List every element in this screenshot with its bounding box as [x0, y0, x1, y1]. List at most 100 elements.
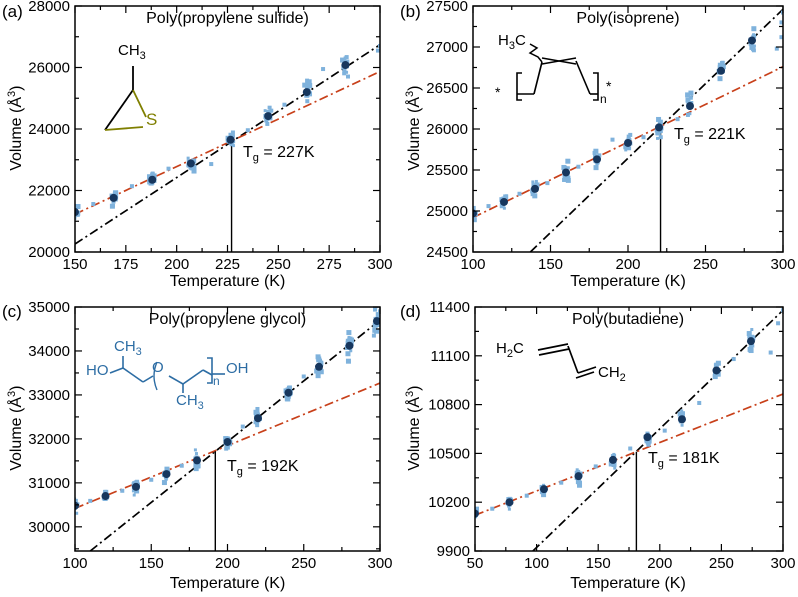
- scatter-square: [186, 156, 190, 160]
- plot-area-a: 150 175 200 225 250 275 300 20000 22000 24000 2600…: [28, 0, 392, 273]
- y-axis-label-sup: 3: [5, 90, 18, 97]
- scatter-square: [731, 357, 736, 362]
- scatter-square: [768, 350, 773, 355]
- tg-subscript: g: [252, 152, 259, 165]
- scatter-square: [688, 112, 692, 116]
- y-axis-label-text: Volume (Å: [8, 96, 26, 171]
- scatter-square: [321, 67, 326, 72]
- scatter-square: [720, 60, 725, 65]
- scatter-square: [151, 171, 155, 175]
- mean-point: [608, 455, 617, 464]
- plot-area-c: 100 150 200 250 300 30000 31000 32000 33000 34000…: [28, 299, 392, 572]
- scatter-square: [104, 489, 109, 494]
- methyl-label: H3C: [498, 32, 526, 52]
- scatter-square: [314, 368, 320, 374]
- liquid-fit-line: [75, 44, 380, 245]
- hydroxyl-label: OH: [226, 360, 249, 377]
- scatter-square: [697, 400, 702, 405]
- y-tick-label: 26500: [426, 80, 468, 97]
- scatter-square: [342, 68, 347, 73]
- x-axis-label: Temperature (K): [570, 273, 686, 290]
- mean-points: [75, 317, 380, 510]
- y-tick-label: 11400: [429, 299, 470, 316]
- scatter-square: [715, 372, 720, 377]
- mean-point: [148, 175, 157, 184]
- y-axis-label: Volume (Å3): [404, 48, 424, 208]
- x-tick-label: 100: [460, 256, 485, 273]
- scatter-square: [346, 330, 352, 336]
- tg-subscript: g: [236, 466, 243, 479]
- panel-a: 150 175 200 225 250 275 300 20000 22000 24000 2600…: [0, 0, 398, 296]
- x-tick-label: 200: [647, 555, 672, 572]
- tg-value: = 227K: [258, 144, 315, 161]
- axis-ticks: [74, 5, 381, 253]
- mean-point: [574, 472, 583, 481]
- mean-point: [226, 135, 235, 144]
- mean-point: [193, 456, 201, 465]
- scatter-square: [193, 448, 197, 452]
- mean-points: [475, 337, 755, 518]
- x-tick-label: 275: [317, 256, 342, 273]
- scatter-square: [781, 308, 783, 313]
- bond: [109, 367, 124, 374]
- axis-ticks: [474, 306, 784, 552]
- repeat-unit-label: n: [213, 374, 220, 388]
- scatter-square: [685, 97, 691, 103]
- scatter-square: [375, 312, 380, 318]
- double-bond: [575, 371, 595, 379]
- scatter-square: [282, 102, 287, 107]
- scatter-square: [623, 144, 629, 150]
- scatter-square: [593, 464, 598, 469]
- x-tick-label: 250: [709, 555, 734, 572]
- scatter-square: [230, 130, 235, 135]
- tg-symbol: T: [243, 144, 253, 161]
- scatter-square: [120, 488, 125, 493]
- scatter-square: [624, 148, 628, 152]
- x-tick-label: 200: [215, 555, 240, 572]
- mean-point: [315, 362, 323, 371]
- bond-sulfur: [132, 89, 147, 118]
- x-tick-label: 250: [693, 256, 718, 273]
- mean-point: [345, 341, 354, 350]
- methyl-label-text: CH: [176, 392, 198, 409]
- scatter-square: [196, 464, 201, 469]
- x-tick-label: 250: [291, 555, 316, 572]
- chain-end-label: *: [606, 78, 612, 94]
- scatter-square: [565, 158, 571, 164]
- scatter-square: [345, 70, 349, 74]
- scatter-square: [345, 351, 351, 357]
- scatter-square: [375, 48, 380, 53]
- scatter-square: [748, 348, 754, 354]
- scatter-square: [316, 356, 322, 362]
- x-axis-label: Temperature (K): [169, 273, 286, 290]
- scatter-square: [486, 204, 491, 209]
- double-bond: [577, 366, 597, 374]
- y-tick-label: 35000: [28, 299, 70, 316]
- scatter-square: [712, 374, 718, 380]
- scatter-square: [774, 46, 779, 51]
- methyl-label: CH3: [114, 338, 142, 358]
- y-tick-label: 25500: [426, 162, 468, 179]
- scatter-square: [685, 92, 691, 98]
- mean-point: [677, 415, 686, 424]
- bracket-right: [593, 72, 599, 101]
- scatter-square: [305, 82, 309, 86]
- scatter-square: [677, 411, 683, 417]
- scatter-square: [315, 373, 321, 379]
- bond: [202, 369, 213, 376]
- scatter-square: [194, 452, 198, 456]
- x-tick-label: 50: [467, 555, 484, 572]
- tg-value: = 181K: [663, 450, 720, 467]
- scatter-square: [747, 334, 752, 339]
- scatter-square: [254, 411, 260, 417]
- scatter-square: [610, 137, 615, 142]
- scatter-square: [686, 113, 690, 117]
- mean-point: [717, 66, 725, 75]
- scatter-square: [301, 374, 306, 379]
- scatter-square: [193, 466, 199, 472]
- scatter-square: [565, 177, 571, 183]
- structure-isoprene: [516, 43, 599, 101]
- scatter-square: [371, 333, 376, 338]
- x-tick-label: 175: [113, 256, 138, 273]
